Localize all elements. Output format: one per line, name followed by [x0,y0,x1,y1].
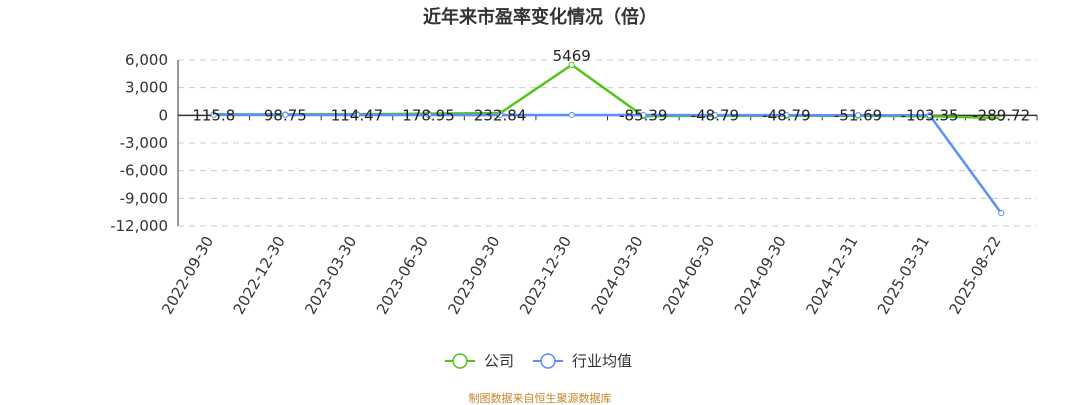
data-point [640,111,647,119]
x-tick-label: 2023-06-30 [373,233,432,318]
y-tick-label: 3,000 [125,79,168,97]
x-tick-label: 2022-12-30 [230,233,289,318]
y-tick-label: -3,000 [120,134,168,152]
data-label: -51.69 [834,106,882,124]
series-line-1 [213,113,1003,214]
data-label-layer: 115.8 98.75 114.47 178.95 232.84 5469 -85.39 -4… [192,47,1030,124]
data-label: -85.39 [619,106,667,124]
legend-label: 行业均值 [572,352,632,370]
data-point [783,112,790,119]
data-point [497,111,504,119]
series-layer [210,61,1005,217]
grid-layer [178,59,1037,227]
data-label: 5469 [553,47,591,65]
chart-title: 近年来市盈率变化情况（倍） [423,6,657,28]
x-tick-label: 2024-03-30 [588,233,647,318]
data-point [998,209,1005,217]
legend-item-1[interactable]: 行业均值 [533,352,632,370]
data-label: -48.79 [762,106,810,124]
x-tick-label: 2025-08-22 [945,233,1004,318]
data-point [568,111,575,119]
x-tick-label: 2023-03-30 [301,233,360,318]
x-tick-label: 2022-09-30 [158,233,217,318]
data-point [568,61,575,68]
legend[interactable]: 公司 行业均值 [445,352,632,370]
legend-marker-icon [452,353,468,369]
data-point [282,111,289,118]
y-tick-label: -6,000 [120,162,168,180]
x-tick-label: 2024-06-30 [659,233,718,318]
legend-item-0[interactable]: 公司 [445,352,514,370]
x-tick-label: 2025-03-31 [874,233,933,318]
data-label: 178.95 [402,106,455,124]
source-note: 制图数据来自恒生聚源数据库 [469,391,612,405]
data-label: 232.84 [474,106,527,124]
data-label: 115.8 [192,106,235,124]
x-tick-label: 2024-12-31 [802,233,861,318]
legend-label: 公司 [484,352,514,370]
data-point [353,111,361,118]
x-tick-label: 2023-12-30 [516,233,575,318]
y-tick-label: -12,000 [110,217,168,235]
data-point [998,114,1005,122]
legend-marker-icon [540,353,556,369]
data-label: -48.79 [691,106,739,124]
y-tick-label: 6,000 [125,51,168,69]
data-label: 98.75 [264,106,307,124]
axis-layer: 6,0003,0000-3,000-6,000-9,000-12,0002022… [110,51,1038,318]
data-point [210,111,217,118]
y-tick-label: -9,000 [120,189,168,207]
data-point [854,112,862,119]
data-point [425,111,432,119]
y-tick-label: 0 [158,106,168,124]
data-label: -289.72 [972,106,1030,124]
data-point [926,112,933,119]
x-tick-label: 2023-09-30 [444,233,503,318]
data-label: 114.47 [331,106,384,124]
data-label: -103.35 [901,106,959,124]
x-tick-label: 2024-09-30 [731,233,790,318]
data-point [711,112,718,119]
